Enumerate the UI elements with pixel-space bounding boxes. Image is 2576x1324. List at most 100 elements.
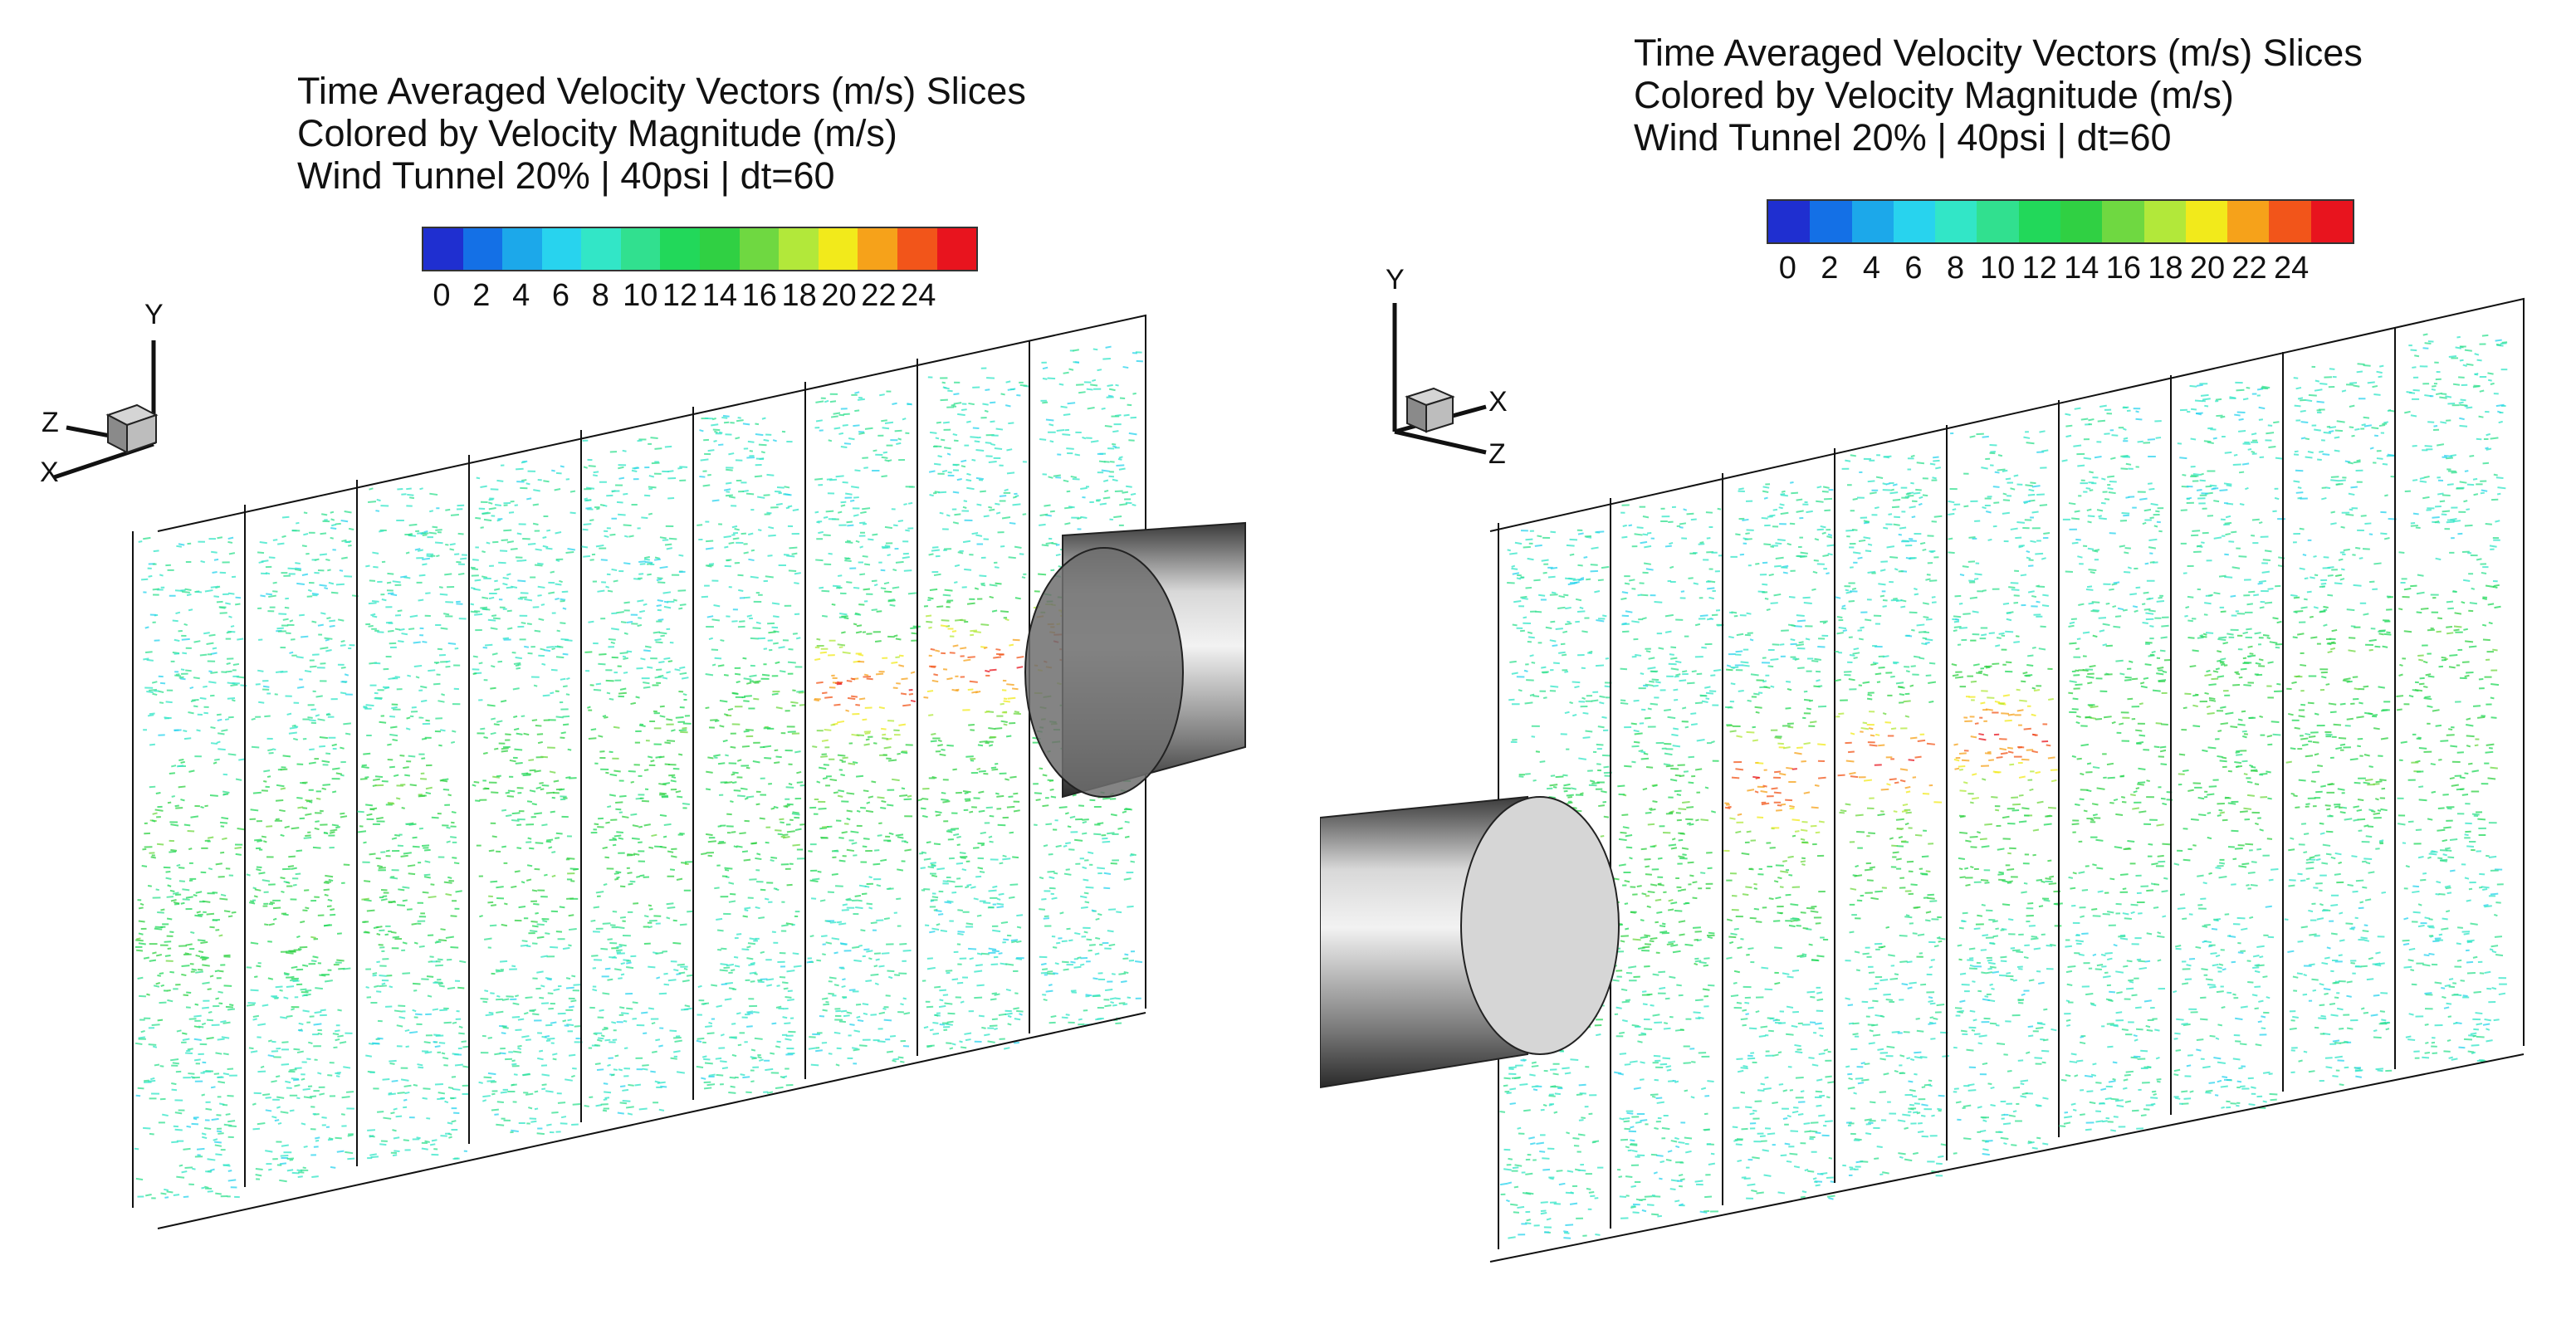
plot-titles: Time Averaged Velocity Vectors (m/s) Sli…: [1634, 32, 2363, 159]
velocity-slice: [917, 359, 1029, 1056]
legend-tick-label: 6: [1904, 251, 1923, 286]
velocity-slice: [1722, 473, 1836, 1205]
title-line-2: Colored by Velocity Magnitude (m/s): [297, 112, 897, 154]
legend-swatch: [1977, 201, 2019, 242]
domain-box-bottom: [1489, 1053, 2525, 1263]
legend-swatch: [2269, 201, 2311, 242]
legend-swatch: [2060, 201, 2103, 242]
legend-swatch: [739, 228, 780, 270]
color-legend-bar: [1767, 199, 2354, 244]
velocity-slice: [1610, 498, 1724, 1229]
plot-titles: Time Averaged Velocity Vectors (m/s) Sli…: [297, 70, 1026, 197]
legend-tick-label: 8: [1946, 251, 1965, 286]
axis-z-label: Z: [1488, 438, 1506, 470]
legend-swatch: [660, 228, 701, 270]
title-line-1: Time Averaged Velocity Vectors (m/s) Sli…: [1634, 32, 2363, 74]
legend-tick-label: 0: [433, 278, 451, 313]
velocity-slice: [804, 382, 921, 1079]
legend-tick-label: 2: [1821, 251, 1839, 286]
legend-swatch: [858, 228, 897, 270]
right-view-panel: Time Averaged Velocity Vectors (m/s) Sli…: [1320, 0, 2576, 1324]
legend-tick-label: 18: [2148, 251, 2183, 286]
velocity-slice: [1946, 425, 2063, 1160]
legend-tick-label: 4: [512, 278, 530, 313]
legend-tick-label: 20: [821, 278, 857, 313]
legend-swatch: [423, 228, 463, 270]
legend-swatch: [2143, 201, 2186, 242]
title-line-3: Wind Tunnel 20% | 40psi | dt=60: [297, 154, 835, 197]
title-line-3: Wind Tunnel 20% | 40psi | dt=60: [1634, 116, 2172, 159]
slice-vector-field: [132, 314, 1246, 1229]
legend-tick-label: 0: [1778, 251, 1796, 286]
vector-slices: [1498, 328, 2508, 1249]
pipe-cylinder: [1320, 795, 1620, 1089]
legend-tick-label: 14: [2064, 251, 2099, 286]
color-legend-bar: [422, 227, 978, 271]
velocity-slice: [692, 407, 806, 1100]
legend-tick-label: 24: [2274, 251, 2310, 286]
axis-triad: Y X Z: [1382, 264, 1565, 490]
legend-swatch: [1893, 201, 1936, 242]
legend-swatch: [2310, 201, 2353, 242]
legend-swatch: [502, 228, 542, 270]
color-legend-ticks: 0 2 4 6 8 10 12 14 16 18 20 22 24: [422, 278, 978, 320]
axis-triad-graphic: [53, 340, 159, 480]
legend-swatch: [1768, 201, 1811, 242]
legend-tick-label: 12: [2021, 251, 2057, 286]
axis-z-label: Z: [42, 407, 59, 438]
legend-swatch: [581, 228, 621, 270]
domain-box-top: [1489, 297, 2525, 1046]
legend-tick-label: 20: [2189, 251, 2226, 286]
slice-vector-field: [1320, 297, 2525, 1263]
legend-swatch: [2227, 201, 2270, 242]
title-line-1: Time Averaged Velocity Vectors (m/s) Sli…: [297, 70, 1026, 112]
velocity-slice: [132, 531, 247, 1208]
legend-swatch: [2018, 201, 2060, 242]
legend-tick-label: 18: [781, 278, 817, 313]
legend-swatch: [1935, 201, 1977, 242]
legend-tick-label: 24: [901, 278, 936, 313]
legend-swatch: [700, 228, 740, 270]
legend-tick-label: 8: [591, 278, 609, 313]
domain-box-bottom: [157, 1012, 1146, 1229]
axis-y-label: Y: [1386, 264, 1405, 296]
legend-swatch: [936, 228, 977, 270]
legend-swatch: [779, 228, 819, 270]
axis-y-label: Y: [144, 299, 164, 330]
axis-x-label: X: [40, 457, 59, 488]
velocity-slice: [580, 430, 694, 1122]
legend-swatch: [2102, 201, 2144, 242]
velocity-slice: [244, 505, 359, 1187]
color-legend: 0 2 4 6 8 10 12 14 16 18 20 22 24: [422, 227, 978, 320]
axis-triad: Y Z X: [40, 299, 224, 515]
legend-tick-label: 14: [701, 278, 738, 313]
velocity-slice: [2058, 400, 2173, 1137]
velocity-slice: [2394, 328, 2508, 1069]
legend-swatch: [818, 228, 858, 270]
legend-tick-label: 16: [741, 278, 777, 313]
velocity-slice: [2282, 352, 2397, 1092]
title-line-2: Colored by Velocity Magnitude (m/s): [1634, 74, 2234, 116]
legend-swatch: [541, 228, 582, 270]
velocity-slice: [468, 455, 583, 1144]
legend-swatch: [462, 228, 503, 270]
axis-x-label: X: [1488, 386, 1508, 418]
legend-swatch: [1810, 201, 1852, 242]
color-legend-ticks: 0 2 4 6 8 10 12 14 16 18 20 22 24: [1767, 251, 2354, 292]
pipe-cylinder: [1024, 521, 1246, 799]
legend-tick-label: 16: [2105, 251, 2141, 286]
left-view-panel: Time Averaged Velocity Vectors (m/s) Sli…: [0, 0, 1262, 1324]
legend-tick-label: 6: [551, 278, 570, 313]
legend-tick-label: 22: [861, 278, 897, 313]
color-legend: 0 2 4 6 8 10 12 14 16 18 20 22 24: [1767, 199, 2354, 292]
legend-swatch: [2185, 201, 2228, 242]
vector-slices: [132, 340, 1143, 1208]
legend-tick-label: 2: [472, 278, 491, 313]
legend-tick-label: 22: [2231, 251, 2267, 286]
legend-swatch: [897, 228, 937, 270]
velocity-slice: [1834, 448, 1950, 1183]
legend-tick-label: 10: [1980, 251, 2016, 286]
domain-box-top: [157, 314, 1146, 1009]
axis-triad-graphic: [1392, 303, 1487, 455]
velocity-slice: [356, 480, 470, 1166]
